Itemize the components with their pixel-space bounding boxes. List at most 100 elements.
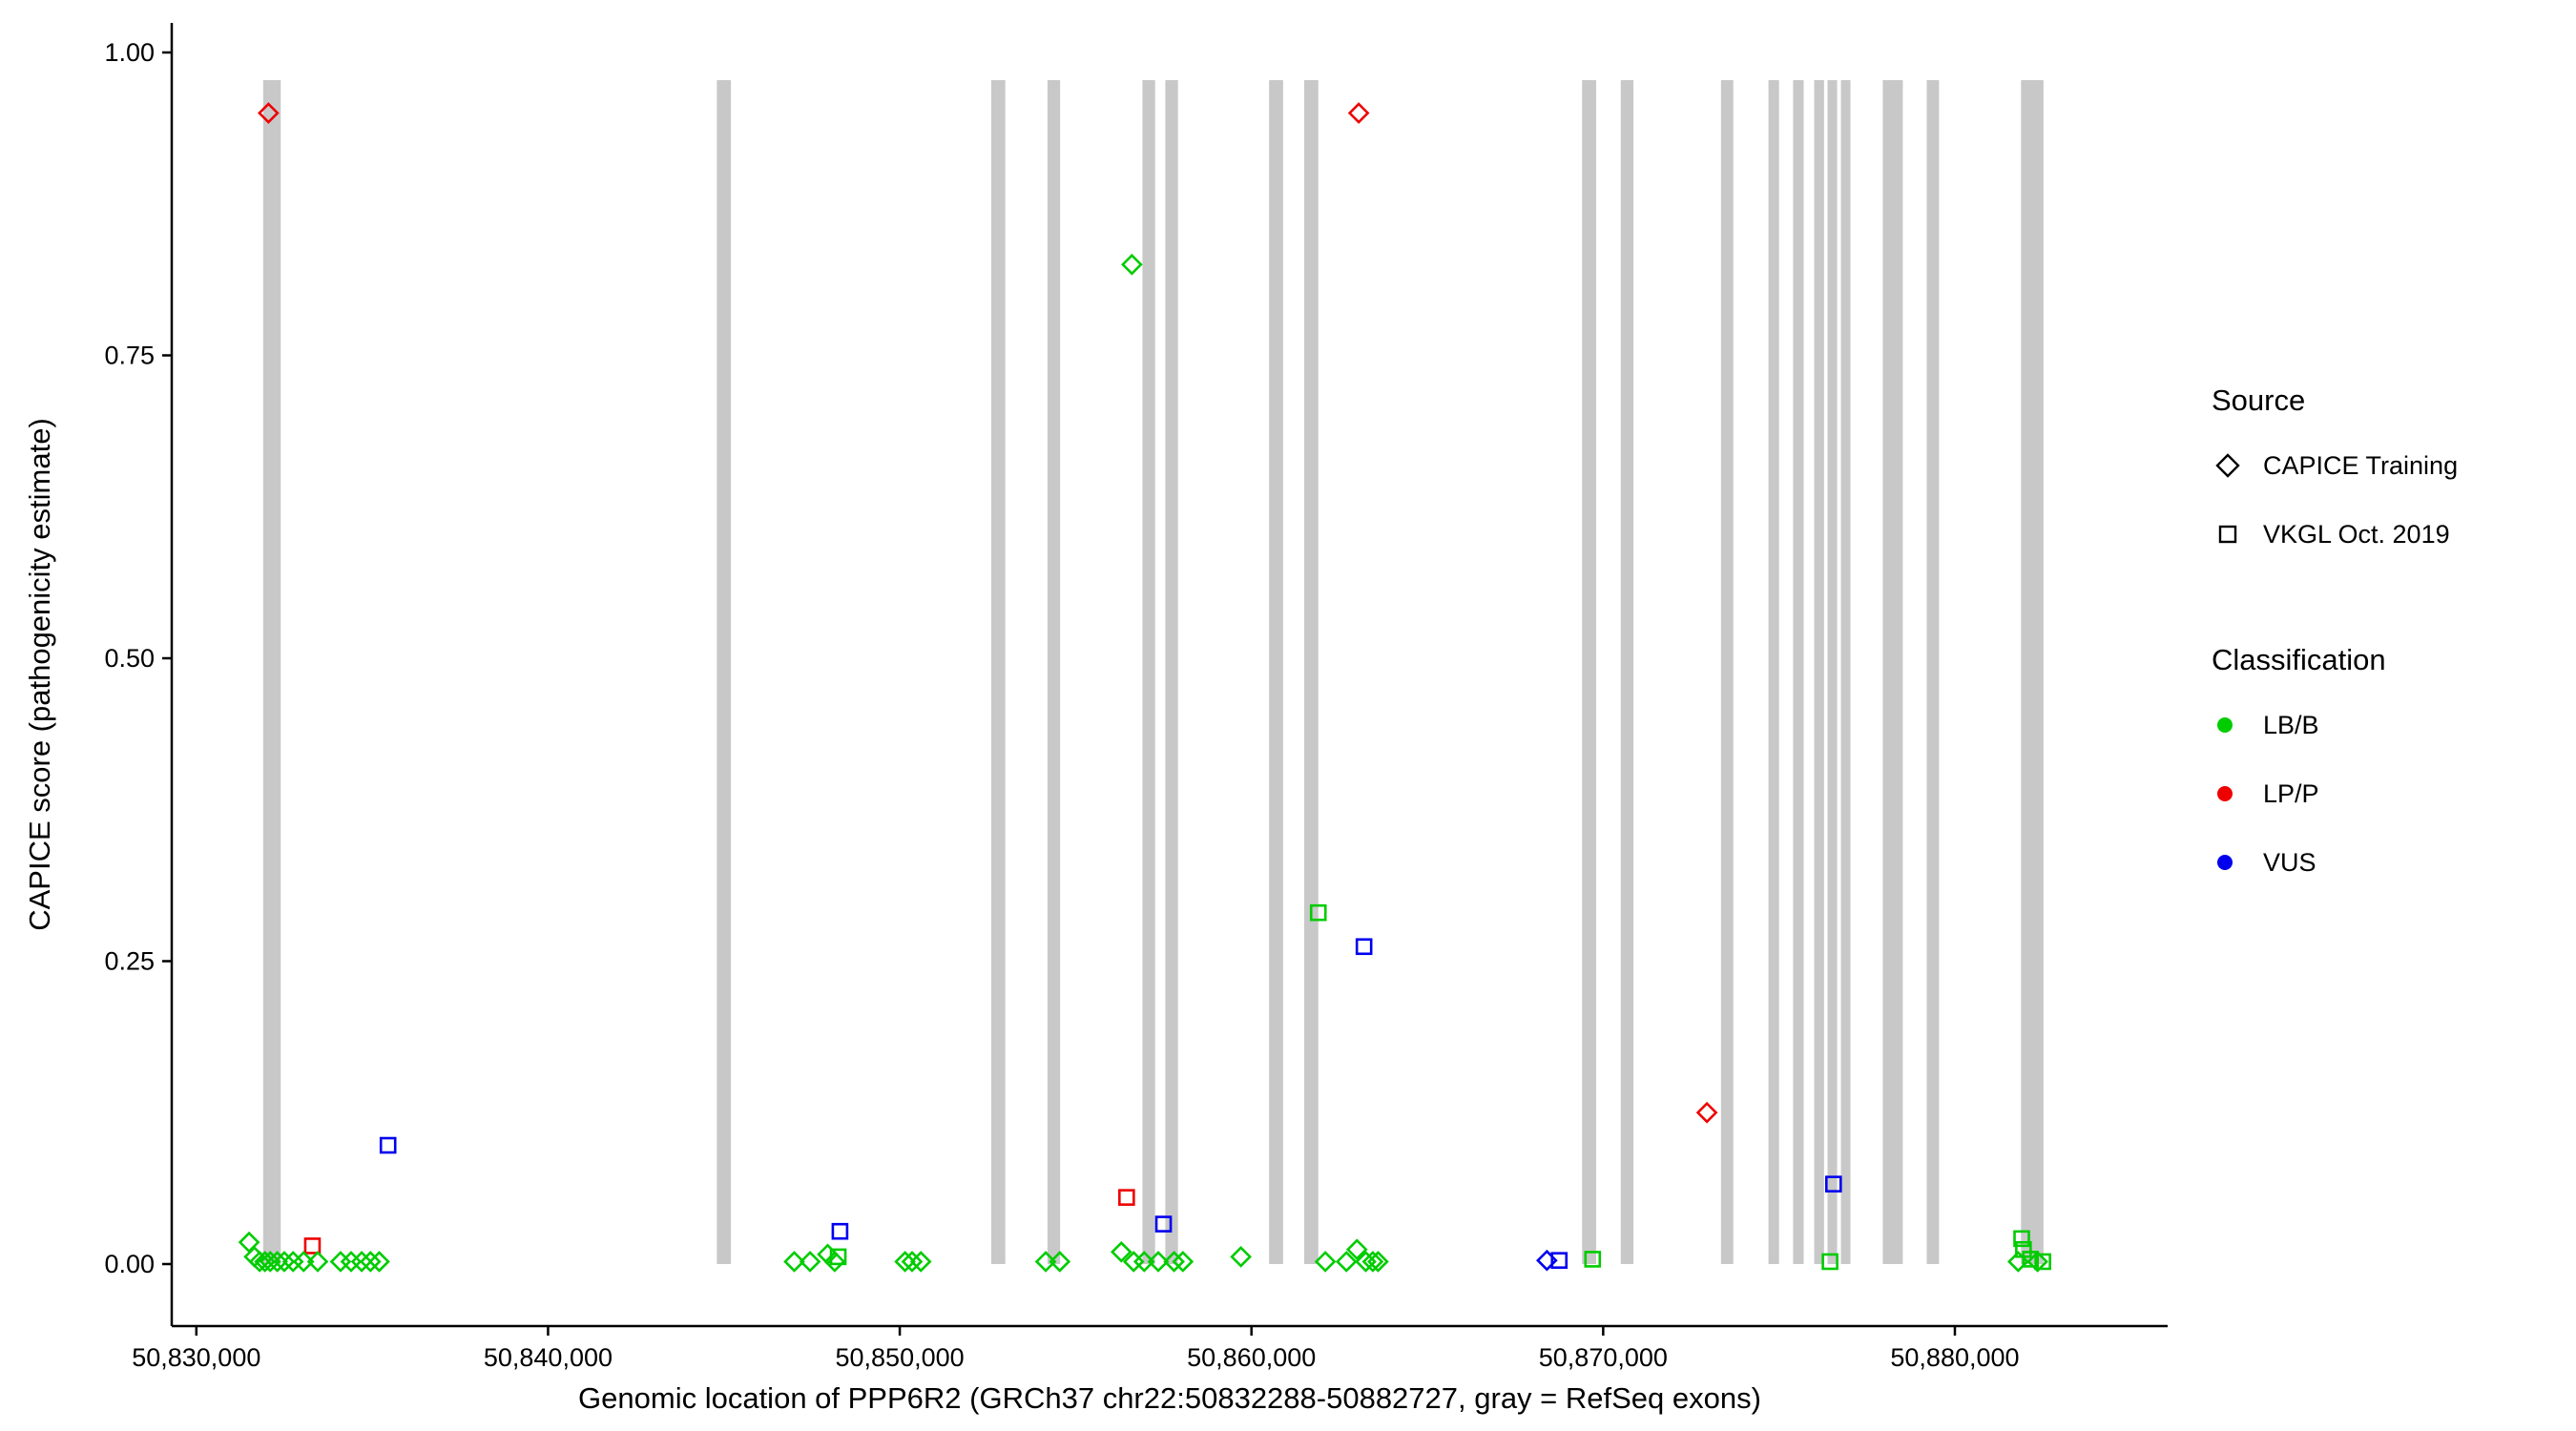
data-point (1154, 1215, 1173, 1233)
exon-bar (1768, 80, 1779, 1264)
data-point (1361, 1251, 1384, 1273)
legend-item-lbb: LB/B (2212, 691, 2565, 759)
data-point (1695, 1101, 1718, 1124)
x-tick-label: 50,840,000 (484, 1343, 613, 1372)
data-point (1147, 1251, 1170, 1273)
data-point (379, 1136, 397, 1154)
data-point (894, 1251, 916, 1273)
y-tick-label: 1.00 (104, 38, 155, 67)
data-point (1230, 1246, 1252, 1268)
data-point (2013, 1230, 2030, 1248)
data-point (1345, 1238, 1368, 1261)
data-point (292, 1251, 315, 1273)
legend-item-capice-training: CAPICE Training (2212, 431, 2565, 500)
x-tick-label: 50,850,000 (836, 1343, 965, 1372)
x-axis-label: Genomic location of PPP6R2 (GRCh37 chr22… (578, 1381, 1761, 1415)
data-point (273, 1251, 296, 1273)
legend-item-vkgl: VKGL Oct. 2019 (2212, 500, 2565, 569)
exon-bar (1827, 80, 1838, 1264)
data-point (1049, 1251, 1071, 1273)
x-tick-label: 50,830,000 (132, 1343, 260, 1372)
data-point (1034, 1251, 1057, 1273)
data-point (1347, 102, 1370, 124)
exon-bar (262, 80, 281, 1264)
data-point (831, 1222, 849, 1240)
legend-source-block: Source CAPICE Training VKGL Oct. 2019 (2212, 384, 2565, 569)
exon-bar (1620, 80, 1634, 1264)
exon-bar (1926, 80, 1940, 1264)
data-point (1367, 1251, 1389, 1273)
exon-bar (1720, 80, 1734, 1264)
data-point (1355, 938, 1373, 956)
legend-item-label: CAPICE Training (2263, 450, 2459, 480)
data-point (306, 1251, 329, 1273)
y-tick-label: 0.50 (104, 644, 155, 673)
data-point (259, 1251, 281, 1273)
exon-bar (1814, 80, 1824, 1264)
data-point (359, 1251, 382, 1273)
lbb-dot-icon (2212, 717, 2263, 733)
data-point (909, 1251, 932, 1273)
data-point (823, 1251, 846, 1273)
exon-bar (1165, 80, 1178, 1264)
data-point (1132, 1251, 1155, 1273)
data-point (2022, 1251, 2040, 1268)
data-point (350, 1251, 373, 1273)
data-point (1309, 903, 1327, 922)
legend-classification-title: Classification (2212, 643, 2386, 676)
diamond-icon (2212, 449, 2263, 482)
legend-item-label: LP/P (2263, 778, 2319, 808)
exon-bar (990, 80, 1006, 1264)
data-point (1824, 1175, 1842, 1192)
exon-bar (1304, 80, 1319, 1264)
x-tick-label: 50,880,000 (1890, 1343, 2019, 1372)
data-point (783, 1251, 805, 1273)
exon-bar (1047, 80, 1061, 1264)
data-point (1335, 1251, 1358, 1273)
data-point (2026, 1251, 2048, 1273)
data-point (1172, 1251, 1195, 1273)
data-point (266, 1251, 288, 1273)
data-point (1314, 1251, 1337, 1273)
exon-bar (1793, 80, 1804, 1264)
data-point (799, 1251, 821, 1273)
data-point (1536, 1249, 1558, 1272)
data-point (1121, 253, 1143, 276)
legend: Source CAPICE Training VKGL Oct. 2019 Cl… (2212, 384, 2565, 897)
data-point (1163, 1251, 1185, 1273)
data-point (901, 1251, 924, 1273)
data-point (2034, 1253, 2051, 1271)
y-tick-label: 0.00 (104, 1250, 155, 1278)
data-point (1821, 1253, 1839, 1271)
legend-item-label: LB/B (2263, 710, 2319, 739)
legend-item-label: VUS (2263, 847, 2316, 877)
legend-item-vus: VUS (2212, 828, 2565, 897)
x-tick-label: 50,870,000 (1539, 1343, 1668, 1372)
legend-item-lpp: LP/P (2212, 759, 2565, 828)
legend-source-title: Source (2212, 384, 2306, 417)
data-point (368, 1251, 390, 1273)
exon-bar (2021, 80, 2044, 1264)
data-point (1118, 1189, 1135, 1206)
vus-dot-icon (2212, 855, 2263, 870)
legend-item-label: VKGL Oct. 2019 (2263, 519, 2450, 549)
data-point (1584, 1251, 1602, 1268)
square-icon (2212, 518, 2263, 550)
lpp-dot-icon (2212, 786, 2263, 801)
data-point (829, 1248, 847, 1266)
x-tick-label: 50,860,000 (1187, 1343, 1316, 1372)
data-point (1110, 1240, 1132, 1263)
exon-bar (1269, 80, 1283, 1264)
exon-bar (717, 80, 732, 1264)
y-tick-label: 0.25 (104, 947, 155, 976)
legend-classification-block: Classification LB/B LP/P VUS (2212, 643, 2565, 897)
exon-bar (1142, 80, 1155, 1264)
exon-bar (1840, 80, 1851, 1264)
data-point (258, 102, 280, 124)
data-point (303, 1237, 322, 1255)
y-tick-label: 0.75 (104, 342, 155, 370)
exon-bar (1582, 80, 1596, 1264)
data-point (1550, 1252, 1568, 1269)
